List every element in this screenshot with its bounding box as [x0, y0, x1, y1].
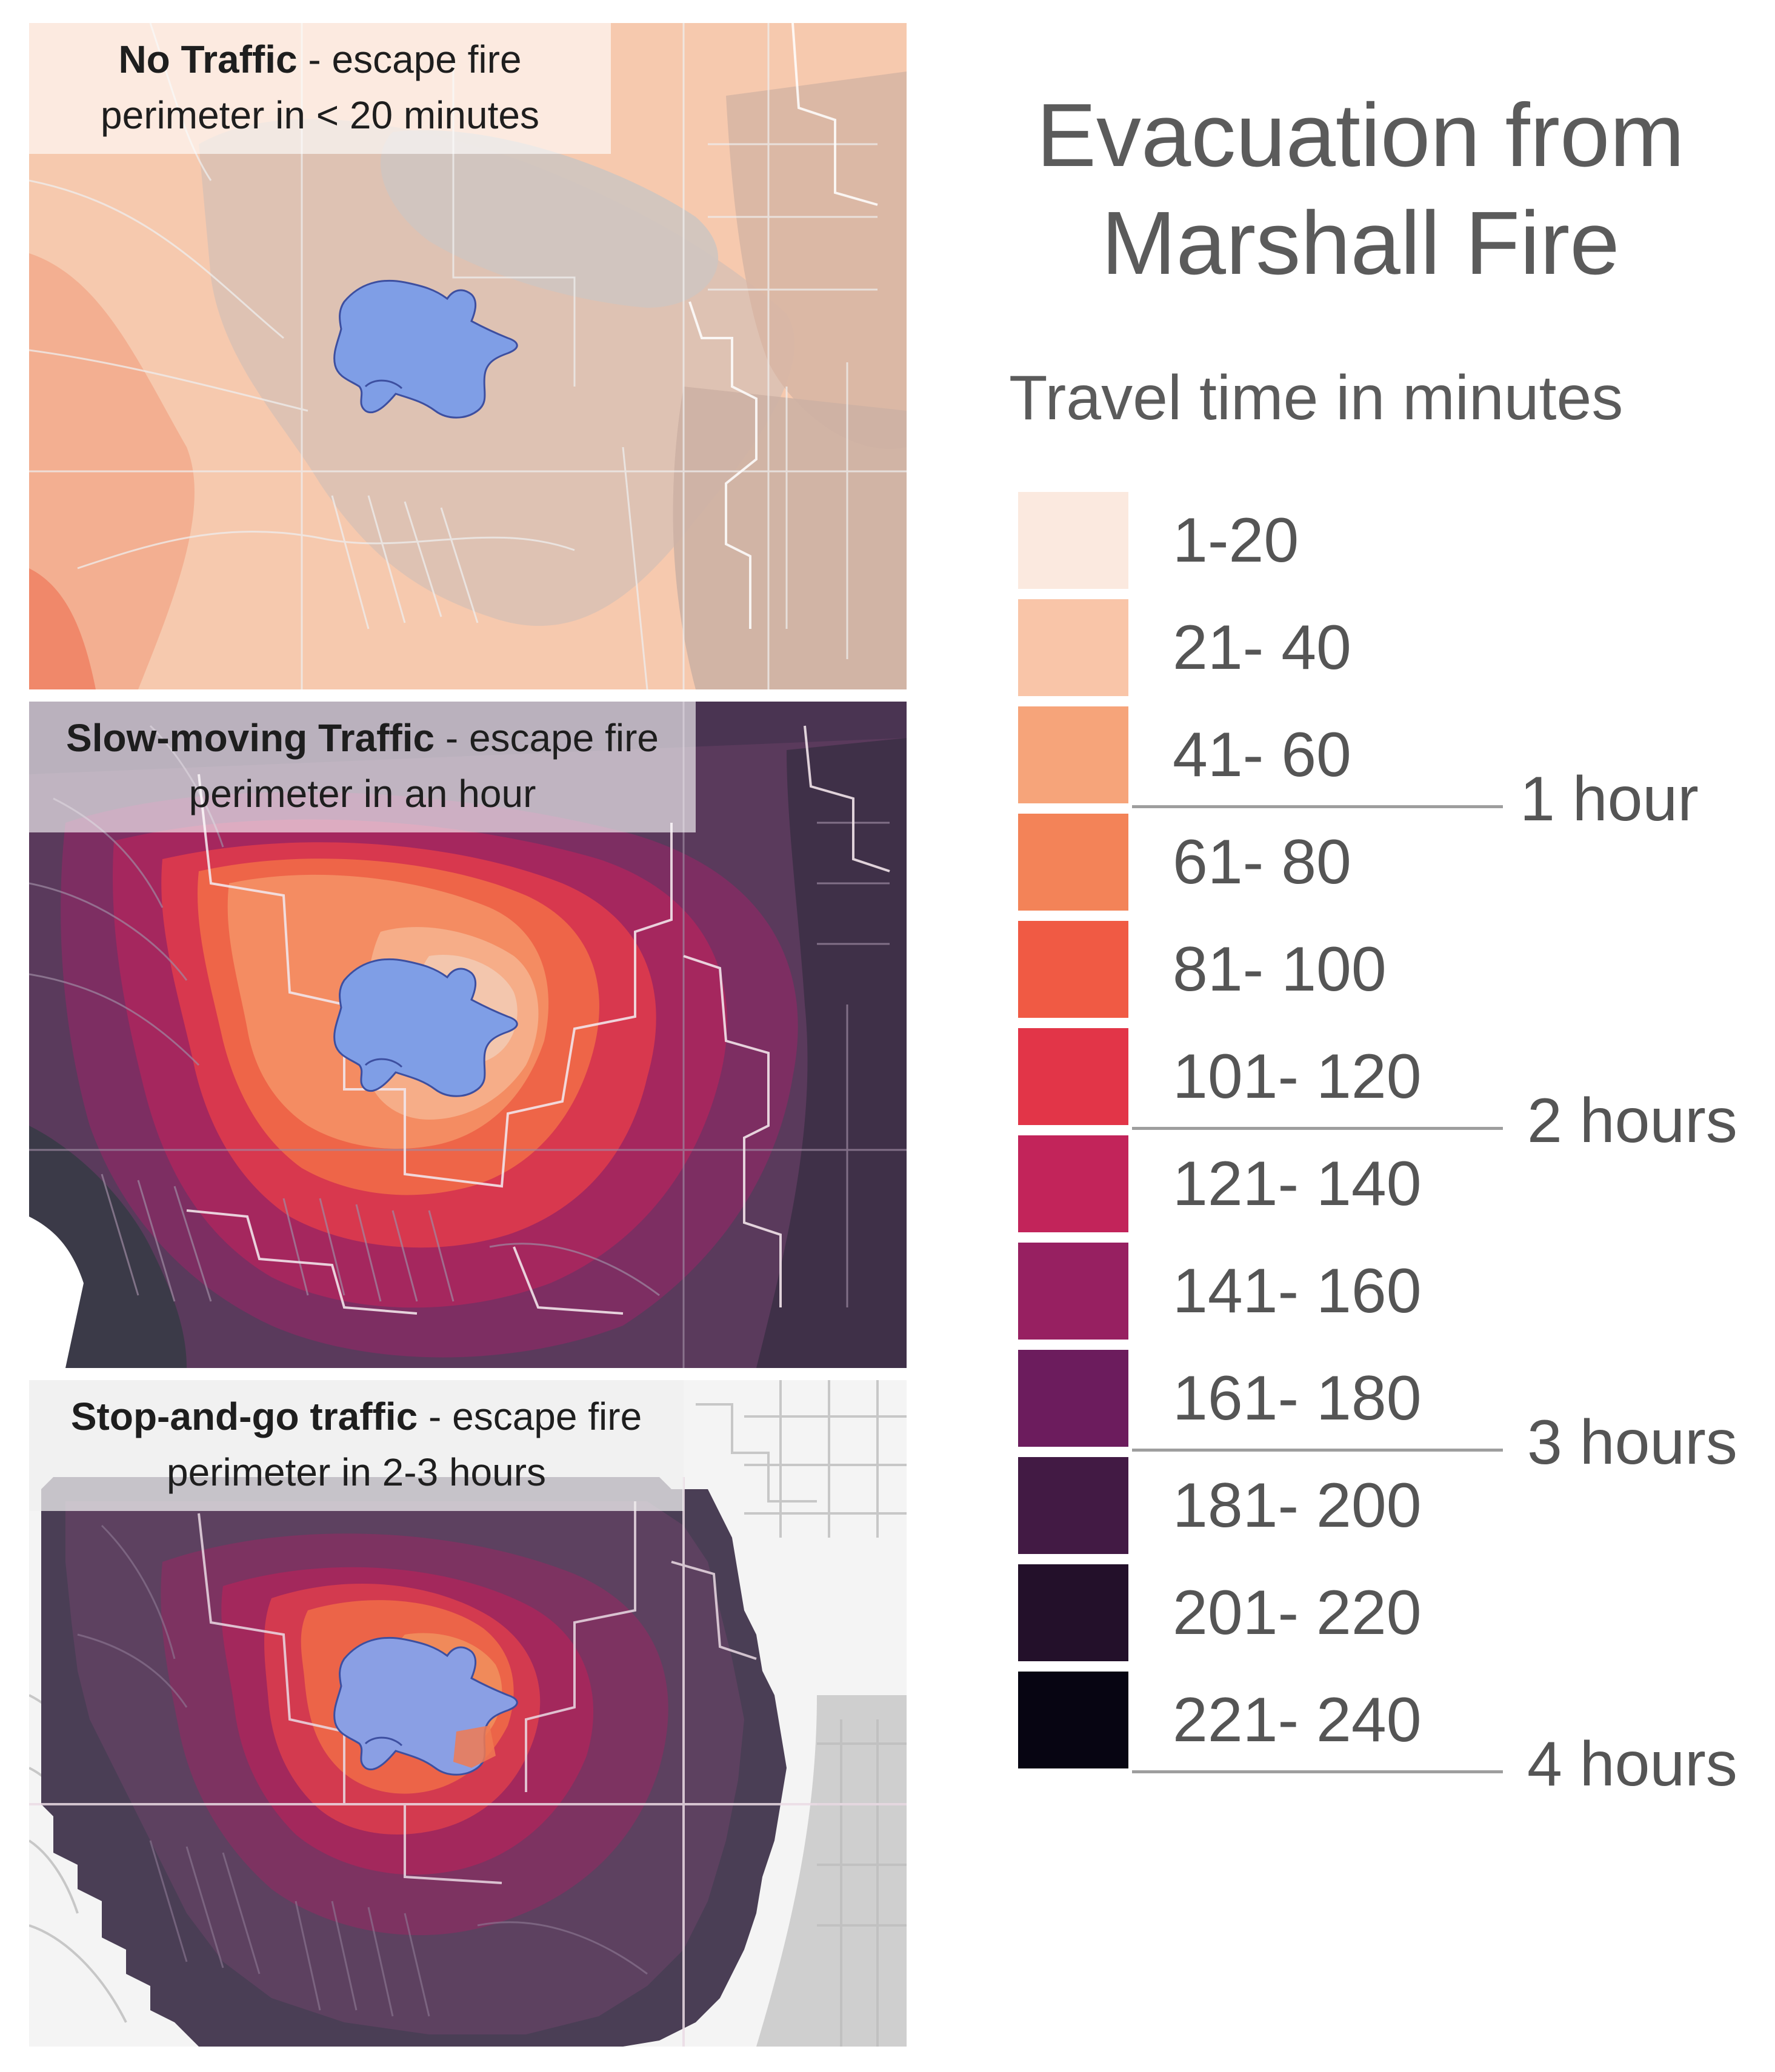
- panel-caption-bold: No Traffic: [118, 38, 298, 81]
- map-panel-stop-and-go-traffic: Stop-and-go traffic - escape fire perime…: [29, 1380, 907, 2047]
- legend-label: 81- 100: [1173, 934, 1387, 1004]
- legend-label: 1-20: [1173, 505, 1299, 576]
- hour-rule: [1132, 1449, 1503, 1452]
- hour-label: 1 hour: [1520, 764, 1699, 834]
- panel-caption-rest: - escape fire perimeter in < 20 minutes: [101, 38, 539, 137]
- legend-swatch: [1018, 599, 1128, 696]
- legend-title: Travel time in minutes: [1009, 363, 1623, 433]
- hour-rule: [1132, 1127, 1503, 1130]
- panel-caption: Slow-moving Traffic - escape fire perime…: [29, 702, 696, 832]
- hour-label: 2 hours: [1527, 1086, 1737, 1156]
- panel-caption: No Traffic - escape fire perimeter in < …: [29, 23, 611, 154]
- legend-label: 161- 180: [1173, 1363, 1422, 1433]
- legend-swatch: [1018, 1457, 1128, 1554]
- hour-rule: [1132, 805, 1503, 808]
- legend-label: 61- 80: [1173, 827, 1351, 897]
- hour-label: 4 hours: [1527, 1729, 1737, 1799]
- legend-label: 201- 220: [1173, 1578, 1422, 1648]
- legend-swatch: [1018, 1564, 1128, 1661]
- legend-swatch: [1018, 921, 1128, 1018]
- legend-swatch: [1018, 706, 1128, 803]
- panel-caption-bold: Stop-and-go traffic: [70, 1395, 418, 1438]
- legend-label: 21- 40: [1173, 613, 1351, 683]
- hour-label: 3 hours: [1527, 1407, 1737, 1478]
- legend-label: 221- 240: [1173, 1685, 1422, 1755]
- panel-caption-bold: Slow-moving Traffic: [66, 716, 435, 760]
- legend-label: 41- 60: [1173, 720, 1351, 790]
- panel-caption-rest: - escape fire perimeter in an hour: [188, 716, 659, 815]
- legend-swatch: [1018, 492, 1128, 589]
- hour-rule: [1132, 1770, 1503, 1773]
- legend-label: 101- 120: [1173, 1041, 1422, 1112]
- figure-title: Evacuation from Marshall Fire: [1036, 85, 1685, 293]
- map-panel-slow-moving-traffic: Slow-moving Traffic - escape fire perime…: [29, 702, 907, 1368]
- legend-swatch: [1018, 1028, 1128, 1125]
- legend-swatch: [1018, 1350, 1128, 1447]
- legend-swatch: [1018, 814, 1128, 911]
- legend-swatch: [1018, 1135, 1128, 1232]
- legend-swatch: [1018, 1243, 1128, 1340]
- legend-label: 141- 160: [1173, 1256, 1422, 1326]
- panel-caption: Stop-and-go traffic - escape fire perime…: [29, 1380, 684, 1511]
- legend-label: 121- 140: [1173, 1149, 1422, 1219]
- legend-label: 181- 200: [1173, 1470, 1422, 1541]
- legend-swatch: [1018, 1672, 1128, 1768]
- map-panel-no-traffic: No Traffic - escape fire perimeter in < …: [29, 23, 907, 689]
- panel-caption-rest: - escape fire perimeter in 2-3 hours: [166, 1395, 642, 1494]
